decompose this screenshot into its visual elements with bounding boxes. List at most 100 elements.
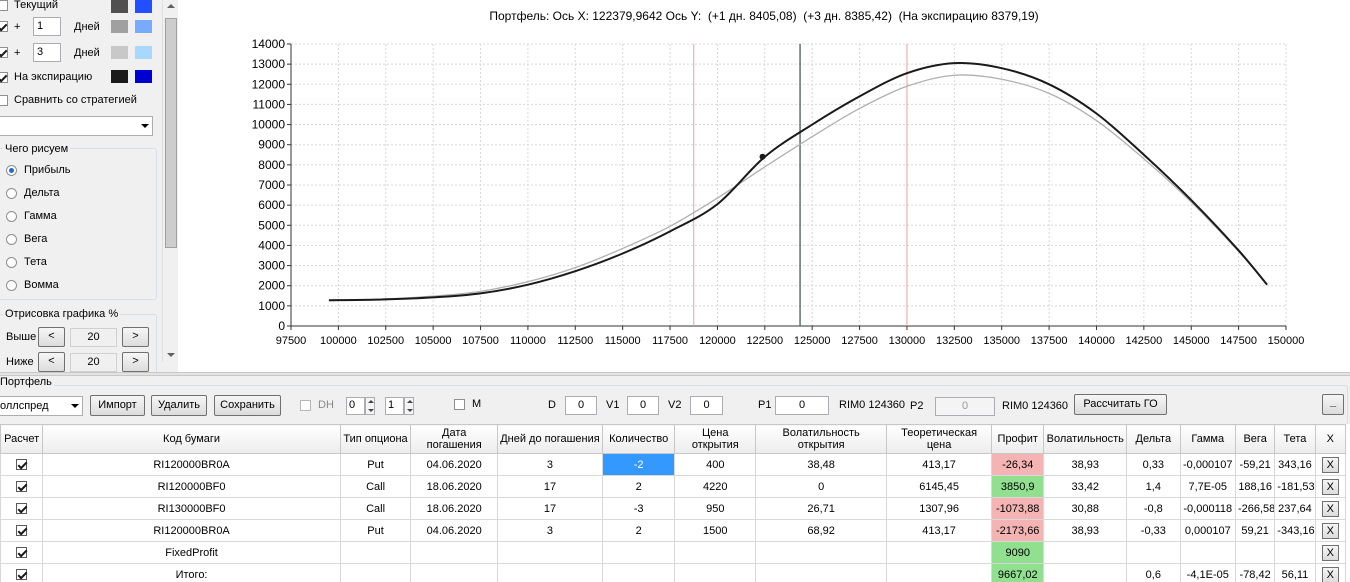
radio-vega[interactable] <box>6 234 17 245</box>
open-price-cell[interactable]: 950 <box>674 497 757 520</box>
p2-input[interactable]: 0 <box>935 397 995 416</box>
left-panel-scrollbar[interactable] <box>162 0 179 362</box>
theta-cell[interactable]: 56,11 <box>1274 563 1316 582</box>
import-button[interactable]: Импорт <box>90 395 145 416</box>
theta-cell[interactable]: -343,16 <box>1274 519 1316 542</box>
vega-cell[interactable]: -266,58 <box>1234 497 1276 520</box>
profit-cell[interactable]: 9090 <box>991 541 1045 564</box>
table-row[interactable]: RI120000BF0 Call 18.06.2020 17 2 4220 0 6145,45… <box>0 475 1347 498</box>
scrollbar-thumb[interactable] <box>165 18 177 248</box>
radio-gamma[interactable] <box>6 211 17 222</box>
vega-cell[interactable]: 188,16 <box>1234 475 1276 498</box>
below-increase-button[interactable]: > <box>122 352 149 372</box>
table-row[interactable]: RI130000BF0 Call 18.06.2020 17 -3 950 26,71 130… <box>0 497 1347 520</box>
delete-row-button[interactable]: X <box>1321 456 1339 473</box>
gamma-cell[interactable]: -0,000107 <box>1179 453 1236 476</box>
profit-chart[interactable]: Портфель: Ось X: 122379,9642 Ось Y: (+1 … <box>178 0 1350 372</box>
theoretical-price-cell[interactable] <box>886 541 993 564</box>
col-open-volatility[interactable]: Волатильность открытия <box>755 424 888 454</box>
open-price-cell[interactable]: 1500 <box>674 519 757 542</box>
code-cell[interactable]: FixedProfit <box>42 541 341 564</box>
col-expiry-date[interactable]: Дата погашения <box>410 424 499 454</box>
m-checkbox[interactable] <box>454 399 465 410</box>
col-gamma[interactable]: Гамма <box>1179 424 1236 454</box>
option-type-cell[interactable] <box>339 563 412 582</box>
delete-row-button[interactable]: X <box>1321 478 1339 495</box>
days-to-expiry-cell[interactable]: 17 <box>497 497 603 520</box>
code-cell[interactable]: RI120000BR0A <box>42 519 341 542</box>
code-cell[interactable]: RI120000BR0A <box>42 453 341 476</box>
profit-cell[interactable]: 9667,02 <box>991 563 1045 582</box>
open-price-cell[interactable] <box>674 541 757 564</box>
delta-cell[interactable] <box>1126 541 1181 564</box>
expiry-date-cell[interactable] <box>410 541 499 564</box>
v2-input[interactable]: 0 <box>690 396 723 415</box>
p1-input[interactable]: 0 <box>775 396 829 415</box>
quantity-cell[interactable]: -3 <box>601 497 676 520</box>
volatility-cell[interactable]: 30,88 <box>1043 497 1128 520</box>
option-type-cell[interactable] <box>339 541 412 564</box>
calc-checkbox[interactable] <box>16 525 28 537</box>
theta-cell[interactable]: 237,64 <box>1274 497 1316 520</box>
delete-button[interactable]: Удалить <box>151 395 207 416</box>
expiry-date-cell[interactable] <box>410 563 499 582</box>
color-swatch-day1-1[interactable] <box>111 20 128 33</box>
current-checkbox[interactable] <box>0 0 8 11</box>
open-volatility-cell[interactable]: 68,92 <box>755 519 888 542</box>
days-to-expiry-cell[interactable]: 3 <box>497 453 603 476</box>
code-cell[interactable]: Итого: <box>42 563 341 582</box>
chevron-down-icon[interactable] <box>167 353 175 357</box>
volatility-cell[interactable] <box>1043 541 1128 564</box>
dh-checkbox[interactable] <box>300 400 311 411</box>
theoretical-price-cell[interactable]: 1307,96 <box>886 497 993 520</box>
color-swatch-day1-2[interactable] <box>135 20 152 33</box>
col-code[interactable]: Код бумаги <box>42 424 341 454</box>
quantity-cell[interactable]: 2 <box>601 519 676 542</box>
delta-cell[interactable]: -0,8 <box>1126 497 1181 520</box>
theoretical-price-cell[interactable]: 413,17 <box>886 519 993 542</box>
col-theta[interactable]: Тета <box>1274 424 1316 454</box>
table-row[interactable]: RI120000BR0A Put 04.06.2020 3 2 1500 68,92 413,… <box>0 519 1347 542</box>
profit-cell[interactable]: 3850,9 <box>991 475 1045 498</box>
delete-row-button[interactable]: X <box>1321 522 1339 539</box>
volatility-cell[interactable]: 38,93 <box>1043 453 1128 476</box>
spin-input-1[interactable]: 0 <box>346 397 365 415</box>
radio-theta[interactable] <box>6 257 17 268</box>
delta-cell[interactable]: 0,33 <box>1126 453 1181 476</box>
option-type-cell[interactable]: Put <box>339 519 412 542</box>
spin-input-2[interactable]: 1 <box>385 397 404 415</box>
theoretical-price-cell[interactable]: 413,17 <box>886 453 993 476</box>
color-swatch-day3-1[interactable] <box>111 46 128 59</box>
expiration-checkbox[interactable] <box>0 72 8 83</box>
table-row[interactable]: Итого: 9667,02 0,6 -4,1E-05 -78,42 56,11 X <box>0 563 1347 582</box>
theta-cell[interactable] <box>1274 541 1316 564</box>
gamma-cell[interactable]: -0,000118 <box>1179 497 1236 520</box>
quantity-cell[interactable]: 2 <box>601 475 676 498</box>
profit-cell[interactable]: -1073,88 <box>991 497 1045 520</box>
chart-canvas[interactable]: 97500 100000 102500 105000 107500 110000 11250… <box>178 0 1350 372</box>
radio-vomma[interactable] <box>6 280 17 291</box>
radio-profit[interactable] <box>6 165 17 176</box>
volatility-cell[interactable] <box>1043 563 1128 582</box>
option-type-cell[interactable]: Call <box>339 497 412 520</box>
delete-row-button[interactable]: X <box>1321 544 1339 561</box>
expiry-date-cell[interactable]: 04.06.2020 <box>410 519 499 542</box>
calc-checkbox[interactable] <box>16 459 28 471</box>
theta-cell[interactable]: -181,53 <box>1274 475 1316 498</box>
open-price-cell[interactable]: 400 <box>674 453 757 476</box>
code-cell[interactable]: RI120000BF0 <box>42 475 341 498</box>
plus-1-day-checkbox[interactable] <box>0 21 8 32</box>
delta-cell[interactable]: 0,6 <box>1126 563 1181 582</box>
v1-input[interactable]: 0 <box>627 396 659 415</box>
option-type-cell[interactable]: Call <box>339 475 412 498</box>
vega-cell[interactable] <box>1234 541 1276 564</box>
col-quantity[interactable]: Количество <box>601 424 676 454</box>
color-swatch-current-2[interactable] <box>135 0 152 13</box>
gamma-cell[interactable] <box>1179 541 1236 564</box>
delta-cell[interactable]: 1,4 <box>1126 475 1181 498</box>
strategy-select[interactable]: оллспред <box>0 396 83 416</box>
radio-delta[interactable] <box>6 188 17 199</box>
expiry-date-cell[interactable]: 18.06.2020 <box>410 475 499 498</box>
color-swatch-exp-2[interactable] <box>135 70 152 83</box>
d-input[interactable]: 0 <box>565 396 597 415</box>
